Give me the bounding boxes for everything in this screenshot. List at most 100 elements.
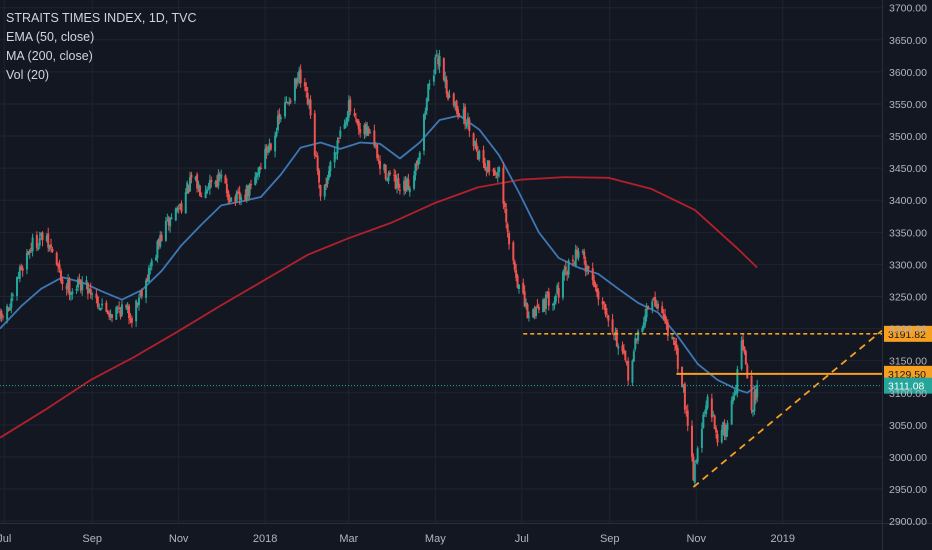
candle-body: [78, 279, 81, 282]
candle-body: [428, 83, 431, 85]
candle-body: [537, 306, 540, 310]
legend-title[interactable]: STRAITS TIMES INDEX, 1D, TVC: [6, 11, 197, 25]
candle-body: [607, 315, 610, 321]
candle-body: [656, 303, 659, 309]
candle-body: [621, 345, 624, 352]
candle-body: [526, 304, 529, 319]
candle-body: [47, 233, 50, 248]
legend-ma[interactable]: MA (200, close): [6, 49, 93, 63]
legend-ema[interactable]: EMA (50, close): [6, 30, 95, 44]
candle-body: [313, 113, 316, 156]
candle-body: [542, 299, 545, 313]
candle-body: [258, 166, 261, 174]
x-tick-label: Sep: [600, 533, 620, 545]
candle-body: [437, 57, 440, 65]
candle-body: [274, 135, 277, 152]
candle-body: [474, 141, 477, 145]
candle-body: [535, 306, 538, 317]
candle-body: [189, 177, 192, 192]
candle-body: [269, 143, 272, 150]
candle-body: [554, 295, 557, 302]
candle-body: [376, 144, 379, 159]
candle-body: [337, 137, 340, 139]
candle-body: [634, 338, 637, 350]
candle-body: [641, 327, 644, 333]
candle-body: [682, 386, 685, 388]
candle-body: [177, 207, 180, 209]
candle-body: [306, 93, 309, 105]
candle-body: [111, 314, 114, 318]
x-tick-label: Sep: [82, 533, 102, 545]
candle-body: [71, 291, 74, 295]
candle-body: [41, 232, 44, 241]
candle-body: [344, 121, 347, 125]
candle-body: [25, 252, 28, 270]
candle-body: [398, 189, 401, 191]
candle-body: [69, 293, 72, 295]
x-tick-label: 2018: [253, 533, 277, 545]
candle-body: [190, 174, 193, 178]
candle-body: [336, 140, 339, 154]
candle-body: [363, 125, 366, 135]
candle-body: [422, 113, 425, 151]
candle-body: [284, 102, 287, 117]
y-tick-label: 3500.00: [889, 131, 927, 143]
candle-body: [305, 86, 308, 92]
candle-body: [384, 164, 387, 180]
candle-body: [166, 219, 169, 221]
candle-body: [544, 294, 547, 310]
candle-body: [285, 101, 288, 104]
candle-body: [476, 151, 479, 160]
candle-body: [603, 301, 606, 304]
candle-body: [696, 448, 699, 463]
candle-body: [386, 179, 389, 181]
candle-body: [333, 151, 336, 163]
level-price-tag: [884, 325, 932, 342]
candle-body: [159, 234, 162, 247]
candle-body: [108, 312, 111, 317]
candle-body: [387, 173, 390, 181]
candle-body: [377, 159, 380, 161]
candle-body: [75, 288, 78, 291]
y-tick-label: 3350.00: [889, 227, 927, 239]
candle-body: [245, 185, 248, 199]
candle-body: [543, 300, 546, 310]
ma-200-path: [0, 176, 758, 439]
candle-body: [27, 251, 30, 255]
candle-body: [18, 266, 21, 279]
legend-vol[interactable]: Vol (20): [6, 68, 50, 82]
candle-body: [532, 309, 535, 318]
candle-body: [690, 425, 693, 457]
candle-body: [50, 244, 53, 248]
candle-body: [91, 293, 94, 295]
candle-body: [206, 189, 209, 194]
candle-body: [109, 313, 112, 318]
candle-body: [275, 132, 278, 137]
support-trend-line[interactable]: [692, 329, 883, 488]
candle-body: [581, 250, 584, 253]
candle-body: [327, 170, 330, 178]
candle-body: [105, 302, 108, 312]
candle-body: [716, 433, 719, 443]
candle-body: [6, 305, 9, 320]
candle-body: [415, 160, 418, 166]
candle-body: [230, 197, 233, 202]
candle-body: [28, 249, 31, 253]
candle-body: [571, 259, 574, 262]
candle-body: [434, 57, 437, 74]
y-tick-label: 2950.00: [889, 484, 927, 496]
candle-body: [736, 369, 739, 393]
candle-body: [299, 69, 302, 83]
candle-body: [587, 266, 590, 270]
candle-body: [733, 394, 736, 396]
candle-body: [357, 121, 360, 130]
candle-body: [214, 181, 217, 185]
candle-body: [742, 339, 745, 348]
candle-body: [512, 242, 515, 261]
candle-body: [427, 83, 430, 102]
candle-body: [631, 360, 634, 383]
candle-body: [493, 170, 496, 176]
candle-body: [265, 147, 268, 153]
candle-body: [140, 289, 143, 297]
